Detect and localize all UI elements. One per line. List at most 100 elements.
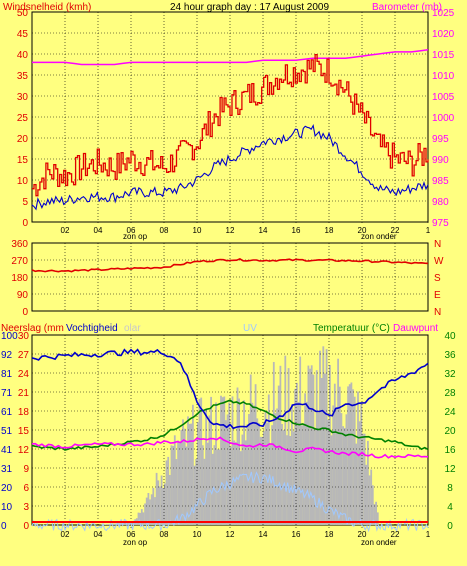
wind-speed-line — [32, 53, 429, 197]
temperature-y-tick: 24 — [444, 407, 456, 418]
solar-bar — [249, 374, 252, 525]
wind-x-tick: 02 — [61, 226, 70, 235]
rain-y-tick: 6 — [23, 483, 29, 494]
solar-bar — [223, 396, 226, 525]
solar-bar — [173, 435, 176, 525]
solar-bar — [263, 431, 265, 525]
solar-bar — [267, 394, 270, 525]
humidity-axis-label: Vochtigheid — [66, 323, 118, 334]
solar-bar — [305, 401, 308, 525]
humidity-y-tick: 61 — [1, 407, 13, 418]
wind-x-tick: 20 — [358, 226, 367, 235]
temperature-y-tick: 36 — [444, 350, 456, 361]
solar-bar — [302, 423, 305, 525]
solar-bar — [236, 387, 239, 525]
temperature-y-tick: 28 — [444, 388, 456, 399]
solar-bar — [312, 374, 315, 525]
solar-bar — [106, 524, 109, 525]
solar-bar — [325, 349, 328, 525]
humidity-y-tick: 0 — [1, 521, 7, 532]
solar-bar — [180, 429, 183, 525]
wind-y-tick: 10 — [17, 176, 29, 187]
wind-y-tick: 25 — [17, 113, 29, 124]
temperature-y-tick: 40 — [444, 331, 456, 342]
solar-bar — [131, 522, 133, 525]
wind-x-tick: 18 — [325, 226, 334, 235]
humidity-y-tick: 92 — [1, 350, 13, 361]
solar-bar — [228, 402, 231, 525]
solar-bar — [297, 401, 300, 525]
solar-bar — [154, 497, 156, 525]
temperature-x-tick: 14 — [259, 530, 268, 539]
humidity-y-tick: 41 — [1, 445, 13, 456]
direction-y-tick: 360 — [11, 239, 28, 250]
temperature-x-tick: 18 — [325, 530, 334, 539]
solar-bar — [320, 378, 323, 525]
wind-direction-line — [31, 258, 429, 273]
solar-bar — [269, 445, 272, 525]
solar-bar — [140, 509, 143, 525]
solar-bar — [375, 501, 377, 525]
solar-bar — [274, 413, 277, 525]
solar-bar — [198, 398, 201, 525]
solar-bar — [147, 493, 150, 525]
solar-bar — [157, 480, 160, 525]
solar-bar — [192, 404, 194, 525]
humidity-y-tick: 10 — [1, 502, 13, 513]
solar-bar — [238, 398, 240, 525]
solar-bar — [287, 368, 290, 525]
solar-bar — [107, 524, 110, 525]
solar-bar — [343, 428, 346, 525]
solar-bar — [307, 365, 310, 525]
humidity-y-tick: 71 — [1, 388, 13, 399]
solar-bar — [145, 497, 148, 525]
solar-bar — [226, 414, 229, 525]
solar-bar — [332, 405, 335, 525]
solar-bar — [279, 365, 282, 525]
barometer-y-tick: 1020 — [432, 29, 455, 40]
rain-y-tick: 21 — [18, 388, 30, 399]
solar-bar — [168, 475, 171, 525]
sunset-label-top: zon onder — [361, 232, 397, 241]
solar-bar — [340, 413, 343, 525]
solar-bar — [201, 445, 204, 525]
direction-compass-tick: S — [434, 273, 441, 284]
sunrise-label-bottom: zon op — [123, 538, 148, 547]
solar-bar — [220, 395, 222, 525]
solar-bar — [183, 428, 186, 525]
solar-bar — [259, 436, 262, 525]
solar-bar — [251, 402, 254, 525]
solar-bar — [277, 385, 280, 525]
rain-y-tick: 27 — [18, 350, 30, 361]
solar-bar — [314, 429, 316, 525]
solar-bar — [289, 436, 292, 525]
solar-bar — [243, 400, 245, 525]
wind-x-tick: 08 — [160, 226, 169, 235]
solar-bar — [190, 423, 193, 525]
wind-x-tick: 16 — [292, 226, 301, 235]
rain-y-tick: 9 — [23, 464, 29, 475]
solar-bar — [276, 408, 278, 525]
direction-y-tick: 180 — [11, 273, 28, 284]
solar-bar — [195, 459, 198, 525]
solar-bar — [241, 434, 244, 525]
barometer-y-tick: 1015 — [432, 50, 455, 61]
rain-y-tick: 12 — [18, 445, 30, 456]
solar-bar — [271, 425, 273, 525]
barometer-y-tick: 990 — [432, 155, 449, 166]
direction-y-tick: 0 — [22, 307, 28, 318]
solar-bar — [294, 388, 297, 525]
solar-bar — [177, 440, 179, 525]
solar-bar — [327, 419, 330, 525]
temperature-line — [31, 399, 429, 451]
solar-bar — [291, 404, 293, 525]
solar-bar — [357, 391, 359, 525]
temperature-axis-label: Temperatuur (°C) — [313, 323, 390, 334]
solar-bar — [210, 396, 212, 525]
solar-bar — [182, 419, 184, 525]
solar-bar — [205, 408, 207, 525]
temperature-x-tick: 10 — [193, 530, 202, 539]
temperature-y-tick: 8 — [447, 483, 453, 494]
